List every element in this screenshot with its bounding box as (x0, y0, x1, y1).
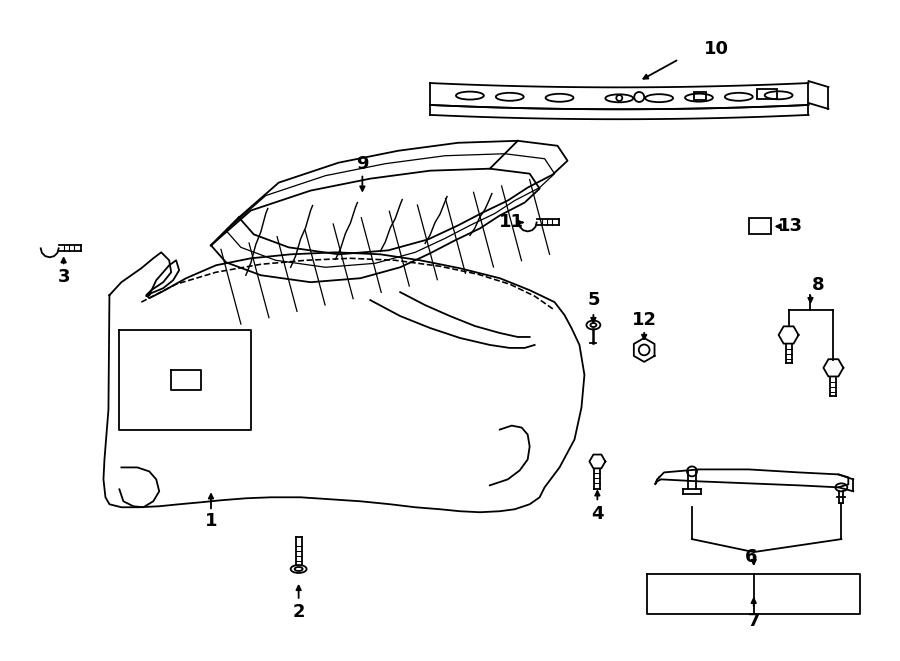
Text: 3: 3 (58, 268, 70, 286)
Text: 2: 2 (292, 603, 305, 621)
Text: 7: 7 (748, 612, 760, 630)
Text: 1: 1 (205, 512, 217, 530)
Text: 10: 10 (705, 40, 729, 58)
Text: 4: 4 (591, 505, 604, 524)
Bar (694, 92, 706, 100)
Text: 6: 6 (744, 548, 757, 566)
Text: 12: 12 (632, 311, 657, 329)
Bar (757, 89, 777, 99)
Text: 8: 8 (812, 276, 824, 294)
Bar (749, 219, 770, 235)
Text: 11: 11 (500, 214, 524, 231)
Text: 13: 13 (778, 217, 803, 235)
Text: 5: 5 (587, 291, 599, 309)
Text: 9: 9 (356, 155, 369, 173)
